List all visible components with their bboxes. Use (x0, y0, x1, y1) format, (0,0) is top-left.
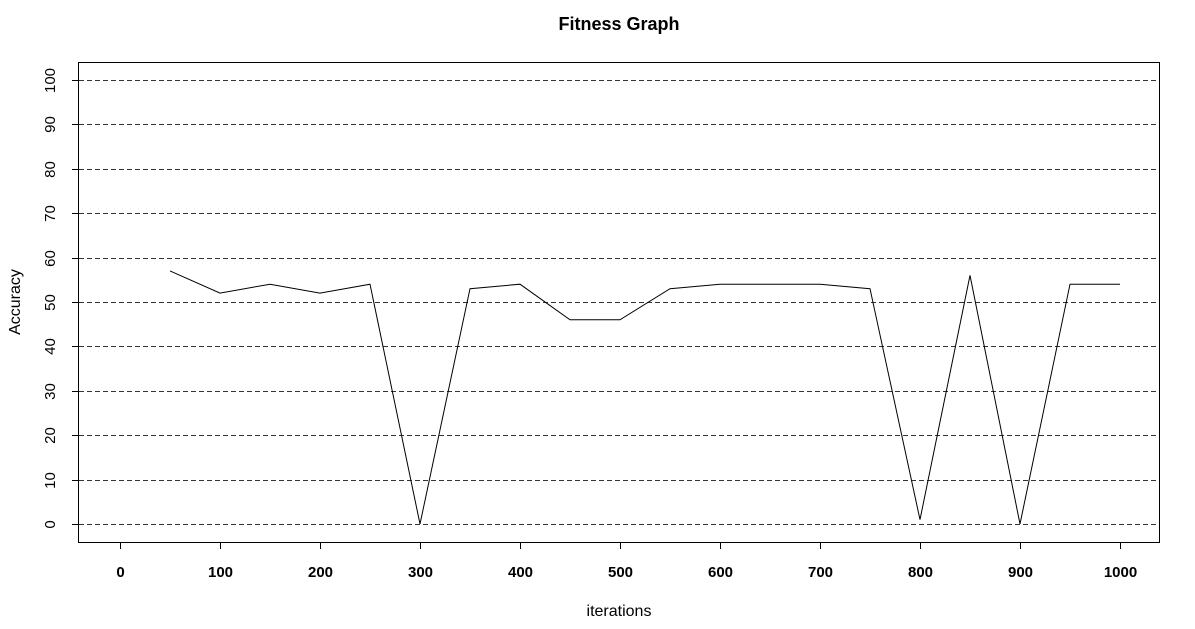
y-tick-label: 70 (42, 205, 59, 222)
x-tick-label: 600 (708, 564, 733, 581)
x-tick-label: 400 (508, 564, 533, 581)
x-tick-label: 200 (308, 564, 333, 581)
y-tick-label: 50 (42, 294, 59, 311)
chart-title: Fitness Graph (558, 14, 679, 34)
x-tick-label: 300 (408, 564, 433, 581)
y-tick-label: 80 (42, 161, 59, 178)
y-tick-label: 90 (42, 116, 59, 133)
x-axis-title: iterations (587, 603, 652, 620)
y-tick-label: 0 (42, 520, 59, 528)
y-tick-label: 40 (42, 338, 59, 355)
accuracy-series-line (169, 270, 1120, 525)
x-tick-label: 500 (608, 564, 633, 581)
x-tick-label: 900 (1008, 564, 1033, 581)
y-tick-label: 100 (42, 68, 59, 93)
y-axis: 0 10 20 30 40 50 60 70 80 90 100 (42, 68, 79, 529)
y-tick-label: 20 (42, 427, 59, 444)
x-tick-label: 100 (208, 564, 233, 581)
x-axis: 0 100 200 300 400 500 600 700 800 900 1000 (116, 542, 1137, 581)
x-tick-label: 700 (808, 564, 833, 581)
x-tick-label: 800 (908, 564, 933, 581)
y-tick-label: 30 (42, 383, 59, 400)
y-tick-label: 10 (42, 472, 59, 489)
x-tick-label: 0 (116, 564, 124, 581)
gridlines (79, 80, 1160, 525)
y-axis-title: Accuracy (7, 269, 24, 335)
y-tick-label: 60 (42, 250, 59, 267)
x-tick-label: 1000 (1104, 564, 1137, 581)
